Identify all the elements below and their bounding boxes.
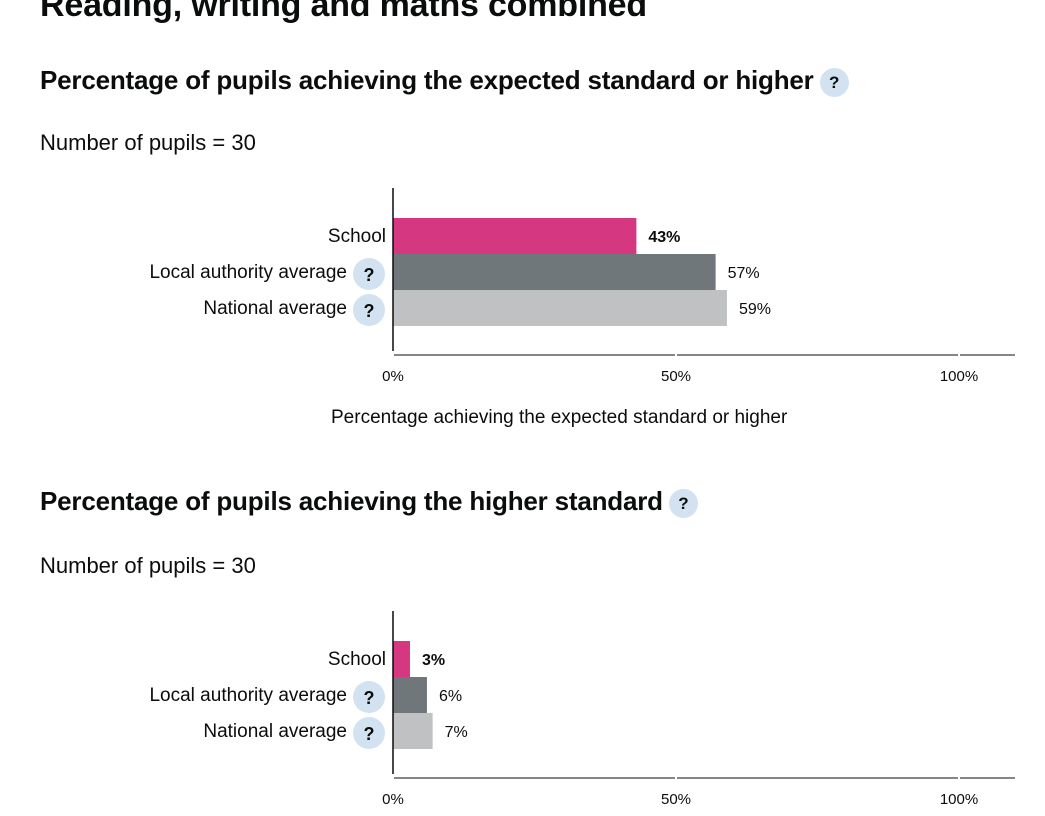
page-title: Reading, writing and maths combined: [40, 0, 647, 24]
expected-standard-title: Percentage of pupils achieving the expec…: [40, 65, 814, 95]
expected-standard-chart: 43% School 57% Local authority average ? 59% N…: [149, 188, 1015, 385]
higher-standard-help-icon[interactable]: ?: [668, 489, 698, 518]
expected-standard-x-axis-title: Percentage achieving the expected standa…: [331, 407, 788, 428]
bar-national-average: [393, 290, 727, 326]
help-circle: [353, 681, 385, 713]
data-label: 59%: [739, 301, 771, 318]
expected-standard-heading: Percentage of pupils achieving the expec…: [40, 64, 849, 97]
help-glyph: ?: [364, 688, 375, 708]
category-label: National average: [203, 298, 347, 319]
expected-standard-help-icon[interactable]: ?: [819, 68, 849, 97]
x-tick-label: 50%: [661, 368, 691, 385]
category-help-icon[interactable]: ?: [353, 681, 385, 713]
data-label: 7%: [445, 724, 468, 741]
help-circle: [353, 258, 385, 290]
x-tick-label: 100%: [940, 791, 978, 808]
help-glyph: ?: [364, 301, 375, 321]
bar-school: [393, 218, 637, 254]
higher-standard-pupil-count: Number of pupils = 30: [40, 553, 256, 578]
bar-national-average: [393, 713, 433, 749]
data-label: 57%: [728, 265, 760, 282]
help-glyph: ?: [364, 724, 375, 744]
category-help-icon[interactable]: ?: [353, 258, 385, 290]
x-tick-label: 50%: [661, 791, 691, 808]
help-glyph: ?: [364, 265, 375, 285]
x-tick-label: 0%: [382, 791, 404, 808]
higher-standard-heading: Percentage of pupils achieving the highe…: [40, 485, 698, 518]
category-label: Local authority average: [149, 262, 347, 283]
bar-school: [393, 641, 410, 677]
category-help-icon[interactable]: ?: [353, 294, 385, 326]
higher-standard-title: Percentage of pupils achieving the highe…: [40, 486, 663, 516]
bar-local-authority-average: [393, 254, 716, 290]
expected-standard-pupil-count: Number of pupils = 30: [40, 130, 256, 155]
bar-local-authority-average: [393, 677, 427, 713]
x-tick-label: 100%: [940, 368, 978, 385]
data-label: 3%: [422, 652, 445, 669]
data-label: 43%: [648, 229, 680, 246]
help-circle: [353, 294, 385, 326]
category-label: School: [328, 649, 386, 670]
higher-standard-chart: 3% School 6% Local authority average ? 7% Nati…: [149, 611, 1015, 808]
x-tick-label: 0%: [382, 368, 404, 385]
category-label: Local authority average: [149, 685, 347, 706]
category-label: School: [328, 226, 386, 247]
help-circle: [353, 717, 385, 749]
data-label: 6%: [439, 688, 462, 705]
category-help-icon[interactable]: ?: [353, 717, 385, 749]
category-label: National average: [203, 721, 347, 742]
